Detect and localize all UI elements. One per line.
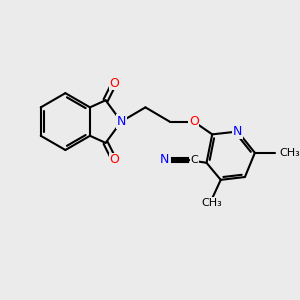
Text: O: O (189, 115, 199, 128)
Text: N: N (160, 153, 169, 167)
Text: CH₃: CH₃ (202, 198, 223, 208)
Text: N: N (117, 115, 126, 128)
Text: O: O (109, 77, 119, 90)
Text: CH₃: CH₃ (279, 148, 300, 158)
Text: N: N (233, 125, 242, 138)
Text: C: C (190, 155, 198, 165)
Text: O: O (109, 153, 119, 167)
